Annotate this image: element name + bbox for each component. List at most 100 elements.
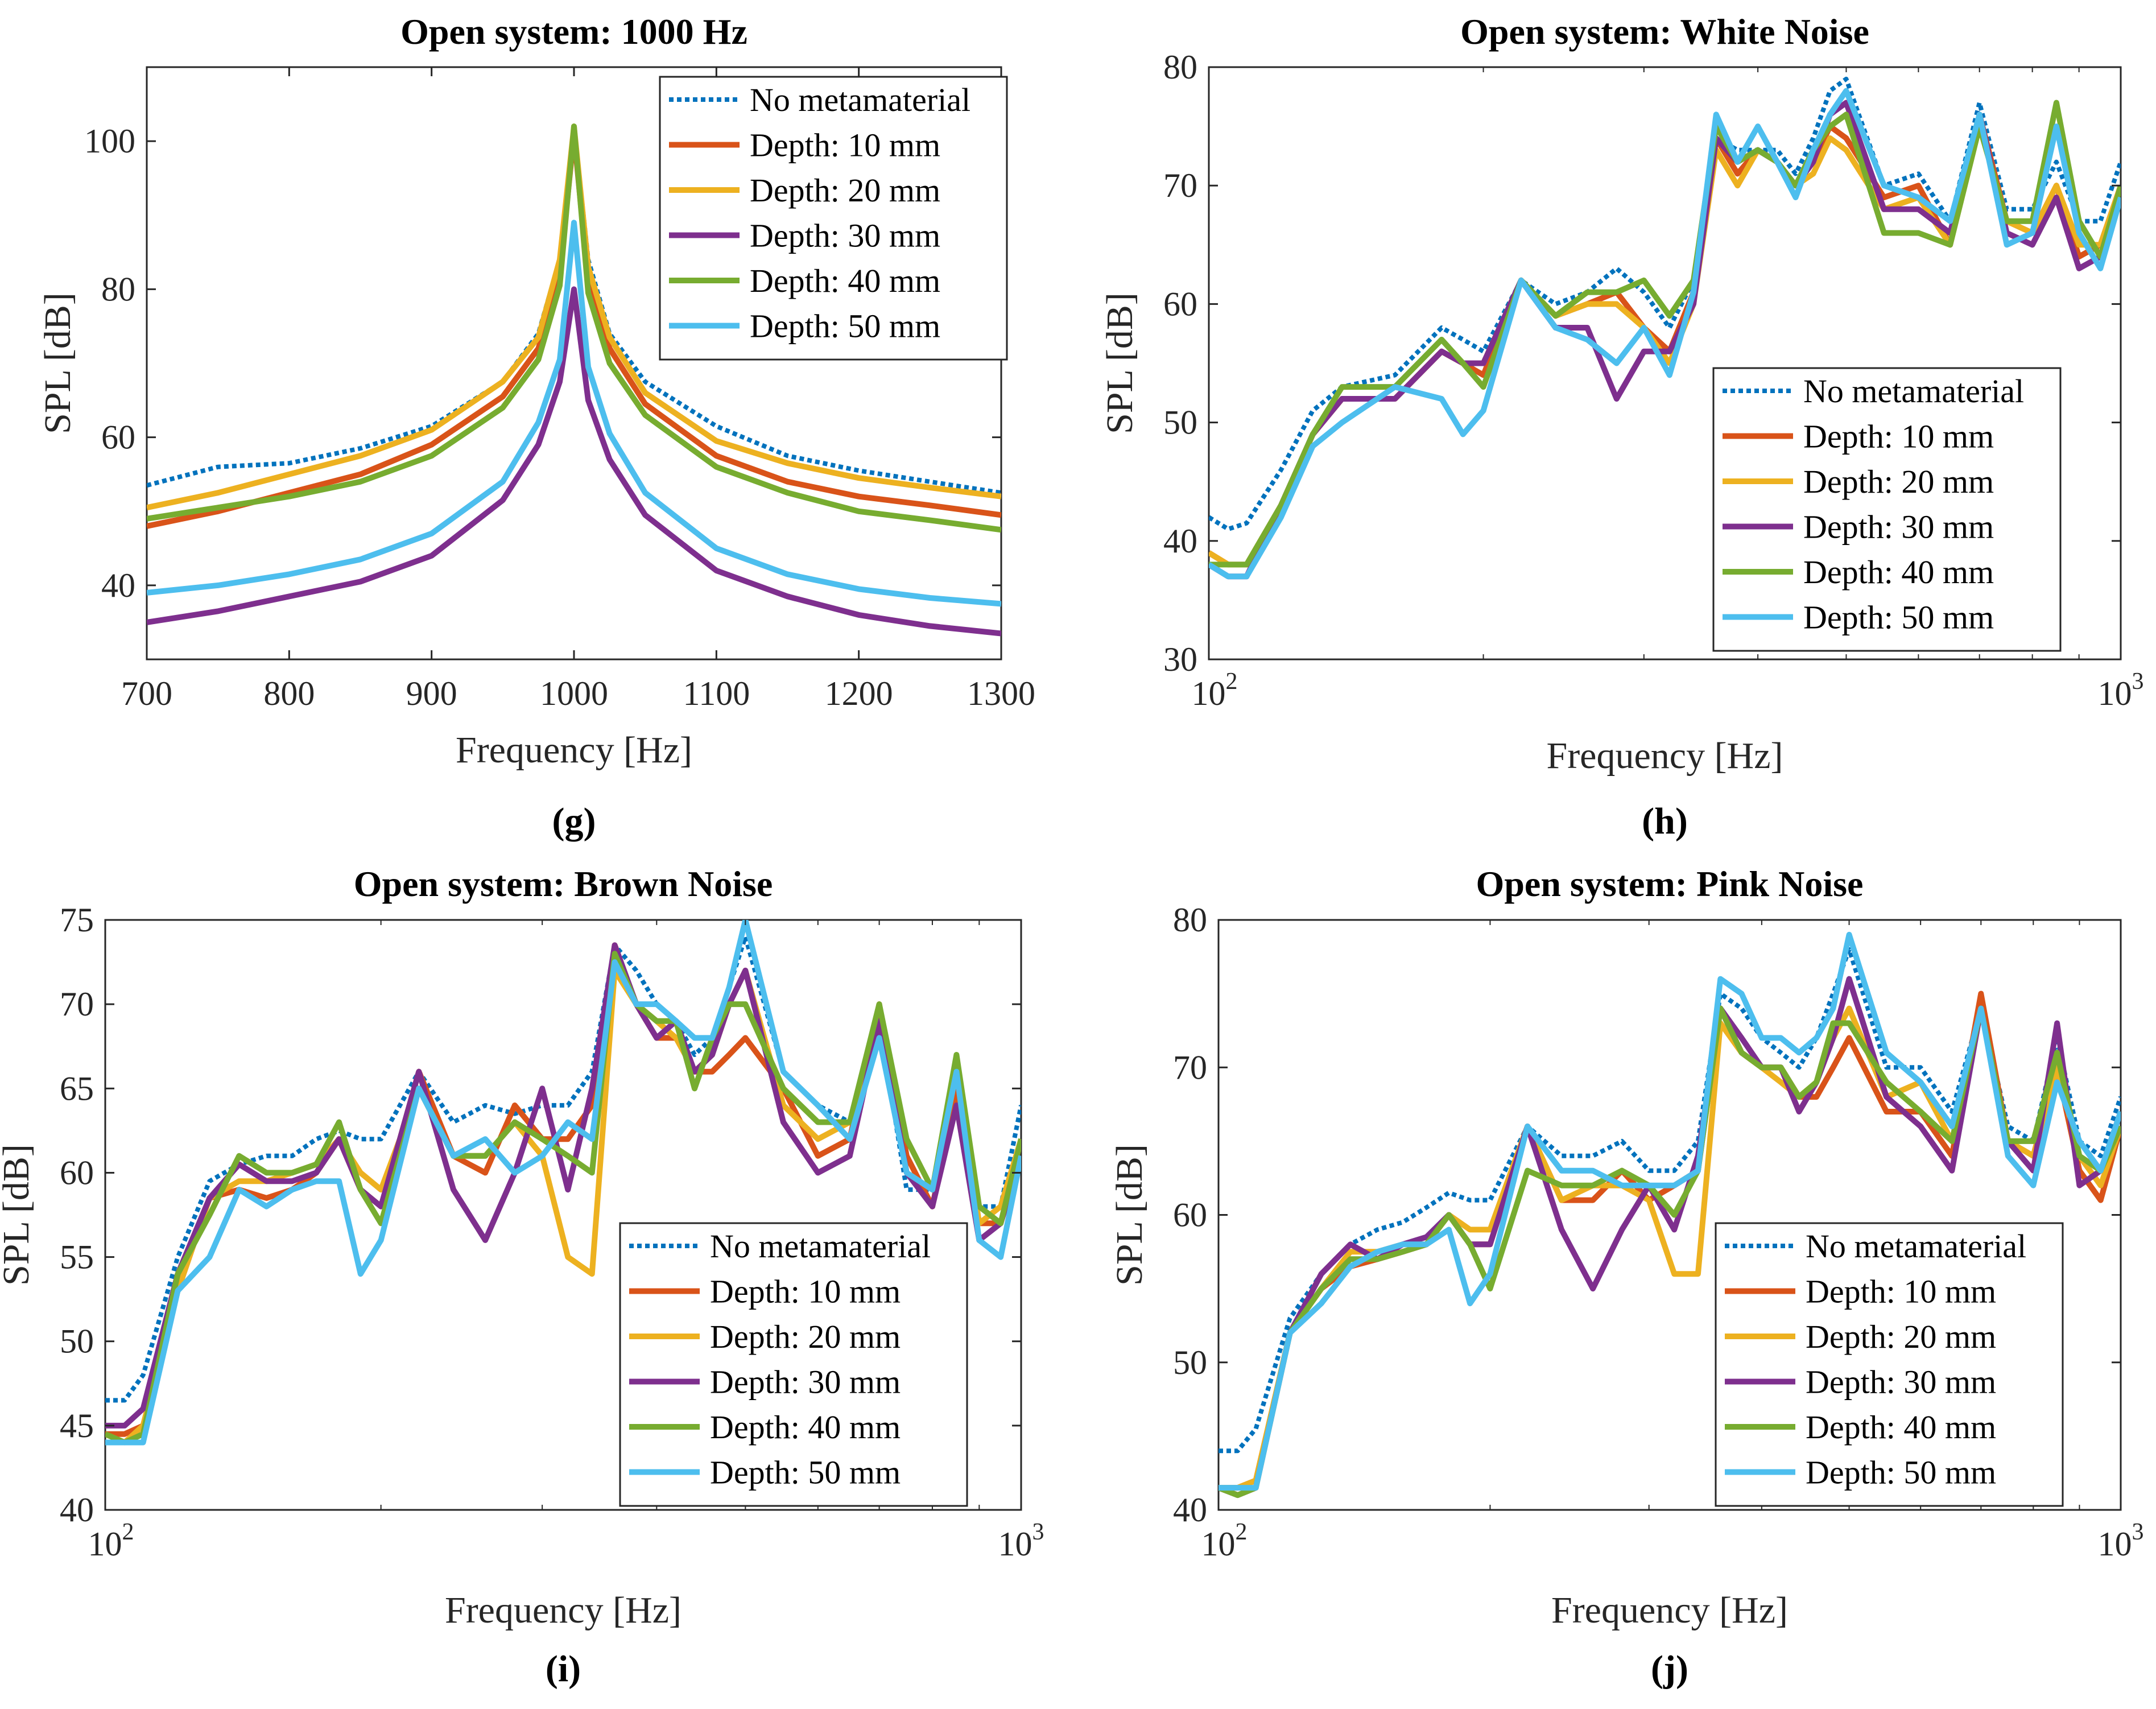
legend-label: Depth: 40 mm	[750, 262, 940, 299]
y-tick-label: 60	[1173, 1196, 1207, 1234]
series-lines	[1219, 931, 2121, 1499]
x-tick-label: 1300	[967, 675, 1035, 712]
y-axis-label: SPL [dB]	[37, 292, 79, 434]
y-tick-label: 80	[1173, 901, 1207, 939]
x-tick-label: 103	[2098, 1519, 2144, 1563]
y-tick-label: 40	[1163, 522, 1197, 560]
chart-panel-4: 102 103 40 50 60 70 80 Open system: Pink Noise F…	[1109, 864, 2144, 1690]
legend-label: Depth: 40 mm	[1806, 1409, 1996, 1446]
legend-label: No metamaterial	[750, 81, 970, 118]
legend-box	[659, 76, 1008, 361]
legend-label: Depth: 10 mm	[1803, 418, 1994, 455]
x-axis-label: Frequency [Hz]	[445, 1590, 682, 1631]
panel-label: (g)	[552, 800, 596, 842]
x-tick-label: 1200	[825, 675, 893, 712]
series-line-4	[147, 123, 1001, 533]
x-axis-label: Frequency [Hz]	[456, 729, 692, 771]
y-tick-label: 30	[1163, 641, 1197, 678]
y-tick-label: 75	[60, 901, 94, 939]
y-tick-label: 70	[1163, 167, 1197, 204]
x-tick-label: 103	[2098, 668, 2144, 712]
series-line-5	[105, 920, 1021, 1446]
series-line-5	[1219, 931, 2121, 1491]
y-tick-label: 55	[60, 1239, 94, 1276]
y-tick-label: 40	[60, 1491, 94, 1529]
y-tick-label: 40	[1173, 1491, 1207, 1529]
series-line-4	[105, 951, 1021, 1446]
legend-box	[619, 1222, 968, 1507]
legend-label: Depth: 50 mm	[750, 308, 940, 345]
legend-label: No metamaterial	[1806, 1228, 2026, 1265]
chart-title: Open system: White Noise	[1460, 11, 1869, 52]
legend-label: Depth: 30 mm	[750, 217, 940, 254]
legend: No metamaterial Depth: 10 mm Depth: 20 mm D…	[659, 76, 1008, 361]
y-tick-label: 50	[1163, 404, 1197, 441]
series-line-0	[1219, 947, 2121, 1454]
chart-title: Open system: Brown Noise	[354, 864, 773, 904]
chart-panel-3: 102 103 40 45 50 55 60 65 70 75 Open system: Brown…	[0, 864, 1044, 1690]
legend-label: Depth: 50 mm	[1803, 599, 1994, 636]
y-tick-label: 100	[84, 122, 135, 160]
legend-label: Depth: 30 mm	[1806, 1364, 1996, 1401]
y-tick-label: 80	[101, 270, 135, 308]
chart-panel-1: 700 800 900 1000 1100 1200 1300 40 60 80 100 Open s…	[37, 11, 1035, 842]
y-tick-label: 50	[1173, 1344, 1207, 1381]
y-tick-label: 60	[101, 419, 135, 456]
legend-label: Depth: 40 mm	[710, 1409, 901, 1446]
y-tick-label: 60	[60, 1154, 94, 1191]
x-tick-label: 102	[88, 1519, 134, 1563]
y-tick-label: 70	[60, 985, 94, 1023]
y-axis-label: SPL [dB]	[1109, 1144, 1150, 1286]
x-tick-label: 103	[998, 1519, 1044, 1563]
series-line-5	[1209, 88, 2121, 580]
legend-label: Depth: 20 mm	[1803, 463, 1994, 500]
series-lines	[1209, 76, 2121, 580]
legend-label: Depth: 30 mm	[1803, 509, 1994, 546]
chart-panel-2: 102 103 30 40 50 60 70 80 Open system: White Noi…	[1099, 11, 2144, 842]
legend-label: Depth: 40 mm	[1803, 554, 1994, 591]
legend: No metamaterial Depth: 10 mm Depth: 20 mm D…	[619, 1222, 968, 1507]
chart-title: Open system: 1000 Hz	[400, 11, 747, 52]
legend-box	[1715, 1222, 2064, 1507]
x-tick-label: 102	[1201, 1519, 1248, 1563]
x-tick-label: 800	[263, 675, 315, 712]
legend-label: Depth: 50 mm	[1806, 1454, 1996, 1491]
y-tick-label: 60	[1163, 285, 1197, 323]
y-tick-label: 80	[1163, 48, 1197, 86]
legend-label: Depth: 50 mm	[710, 1454, 901, 1491]
legend-box	[1712, 367, 2062, 652]
panel-label: (j)	[1651, 1648, 1688, 1690]
panel-label: (i)	[546, 1648, 581, 1690]
y-axis-label: SPL [dB]	[0, 1144, 37, 1286]
y-axis-label: SPL [dB]	[1099, 292, 1141, 434]
legend-label: No metamaterial	[710, 1228, 931, 1265]
series-line-3	[105, 942, 1021, 1429]
x-tick-label: 102	[1192, 668, 1238, 712]
legend-label: Depth: 30 mm	[710, 1364, 901, 1401]
y-tick-label: 70	[1173, 1048, 1207, 1086]
legend-label: Depth: 20 mm	[710, 1318, 901, 1355]
legend-label: Depth: 20 mm	[750, 172, 940, 209]
chart-title: Open system: Pink Noise	[1476, 864, 1864, 904]
series-line-5	[147, 220, 1001, 607]
legend: No metamaterial Depth: 10 mm Depth: 20 mm D…	[1712, 367, 2062, 652]
x-tick-label: 700	[121, 675, 172, 712]
y-tick-label: 40	[101, 567, 135, 604]
y-tick-label: 50	[60, 1323, 94, 1360]
series-lines	[147, 123, 1001, 637]
legend-label: No metamaterial	[1803, 373, 2024, 410]
series-line-3	[147, 286, 1001, 637]
x-tick-label: 900	[406, 675, 457, 712]
x-axis-label: Frequency [Hz]	[1551, 1590, 1788, 1631]
series-lines	[105, 920, 1021, 1446]
legend-label: Depth: 10 mm	[1806, 1273, 1996, 1310]
legend: No metamaterial Depth: 10 mm Depth: 20 mm D…	[1715, 1222, 2064, 1507]
legend-label: Depth: 10 mm	[750, 127, 940, 164]
y-tick-label: 65	[60, 1070, 94, 1107]
series-line-0	[1209, 76, 2121, 531]
x-tick-label: 1000	[540, 675, 608, 712]
y-tick-label: 45	[60, 1407, 94, 1444]
legend-label: Depth: 10 mm	[710, 1273, 901, 1310]
panel-label: (h)	[1642, 800, 1688, 842]
